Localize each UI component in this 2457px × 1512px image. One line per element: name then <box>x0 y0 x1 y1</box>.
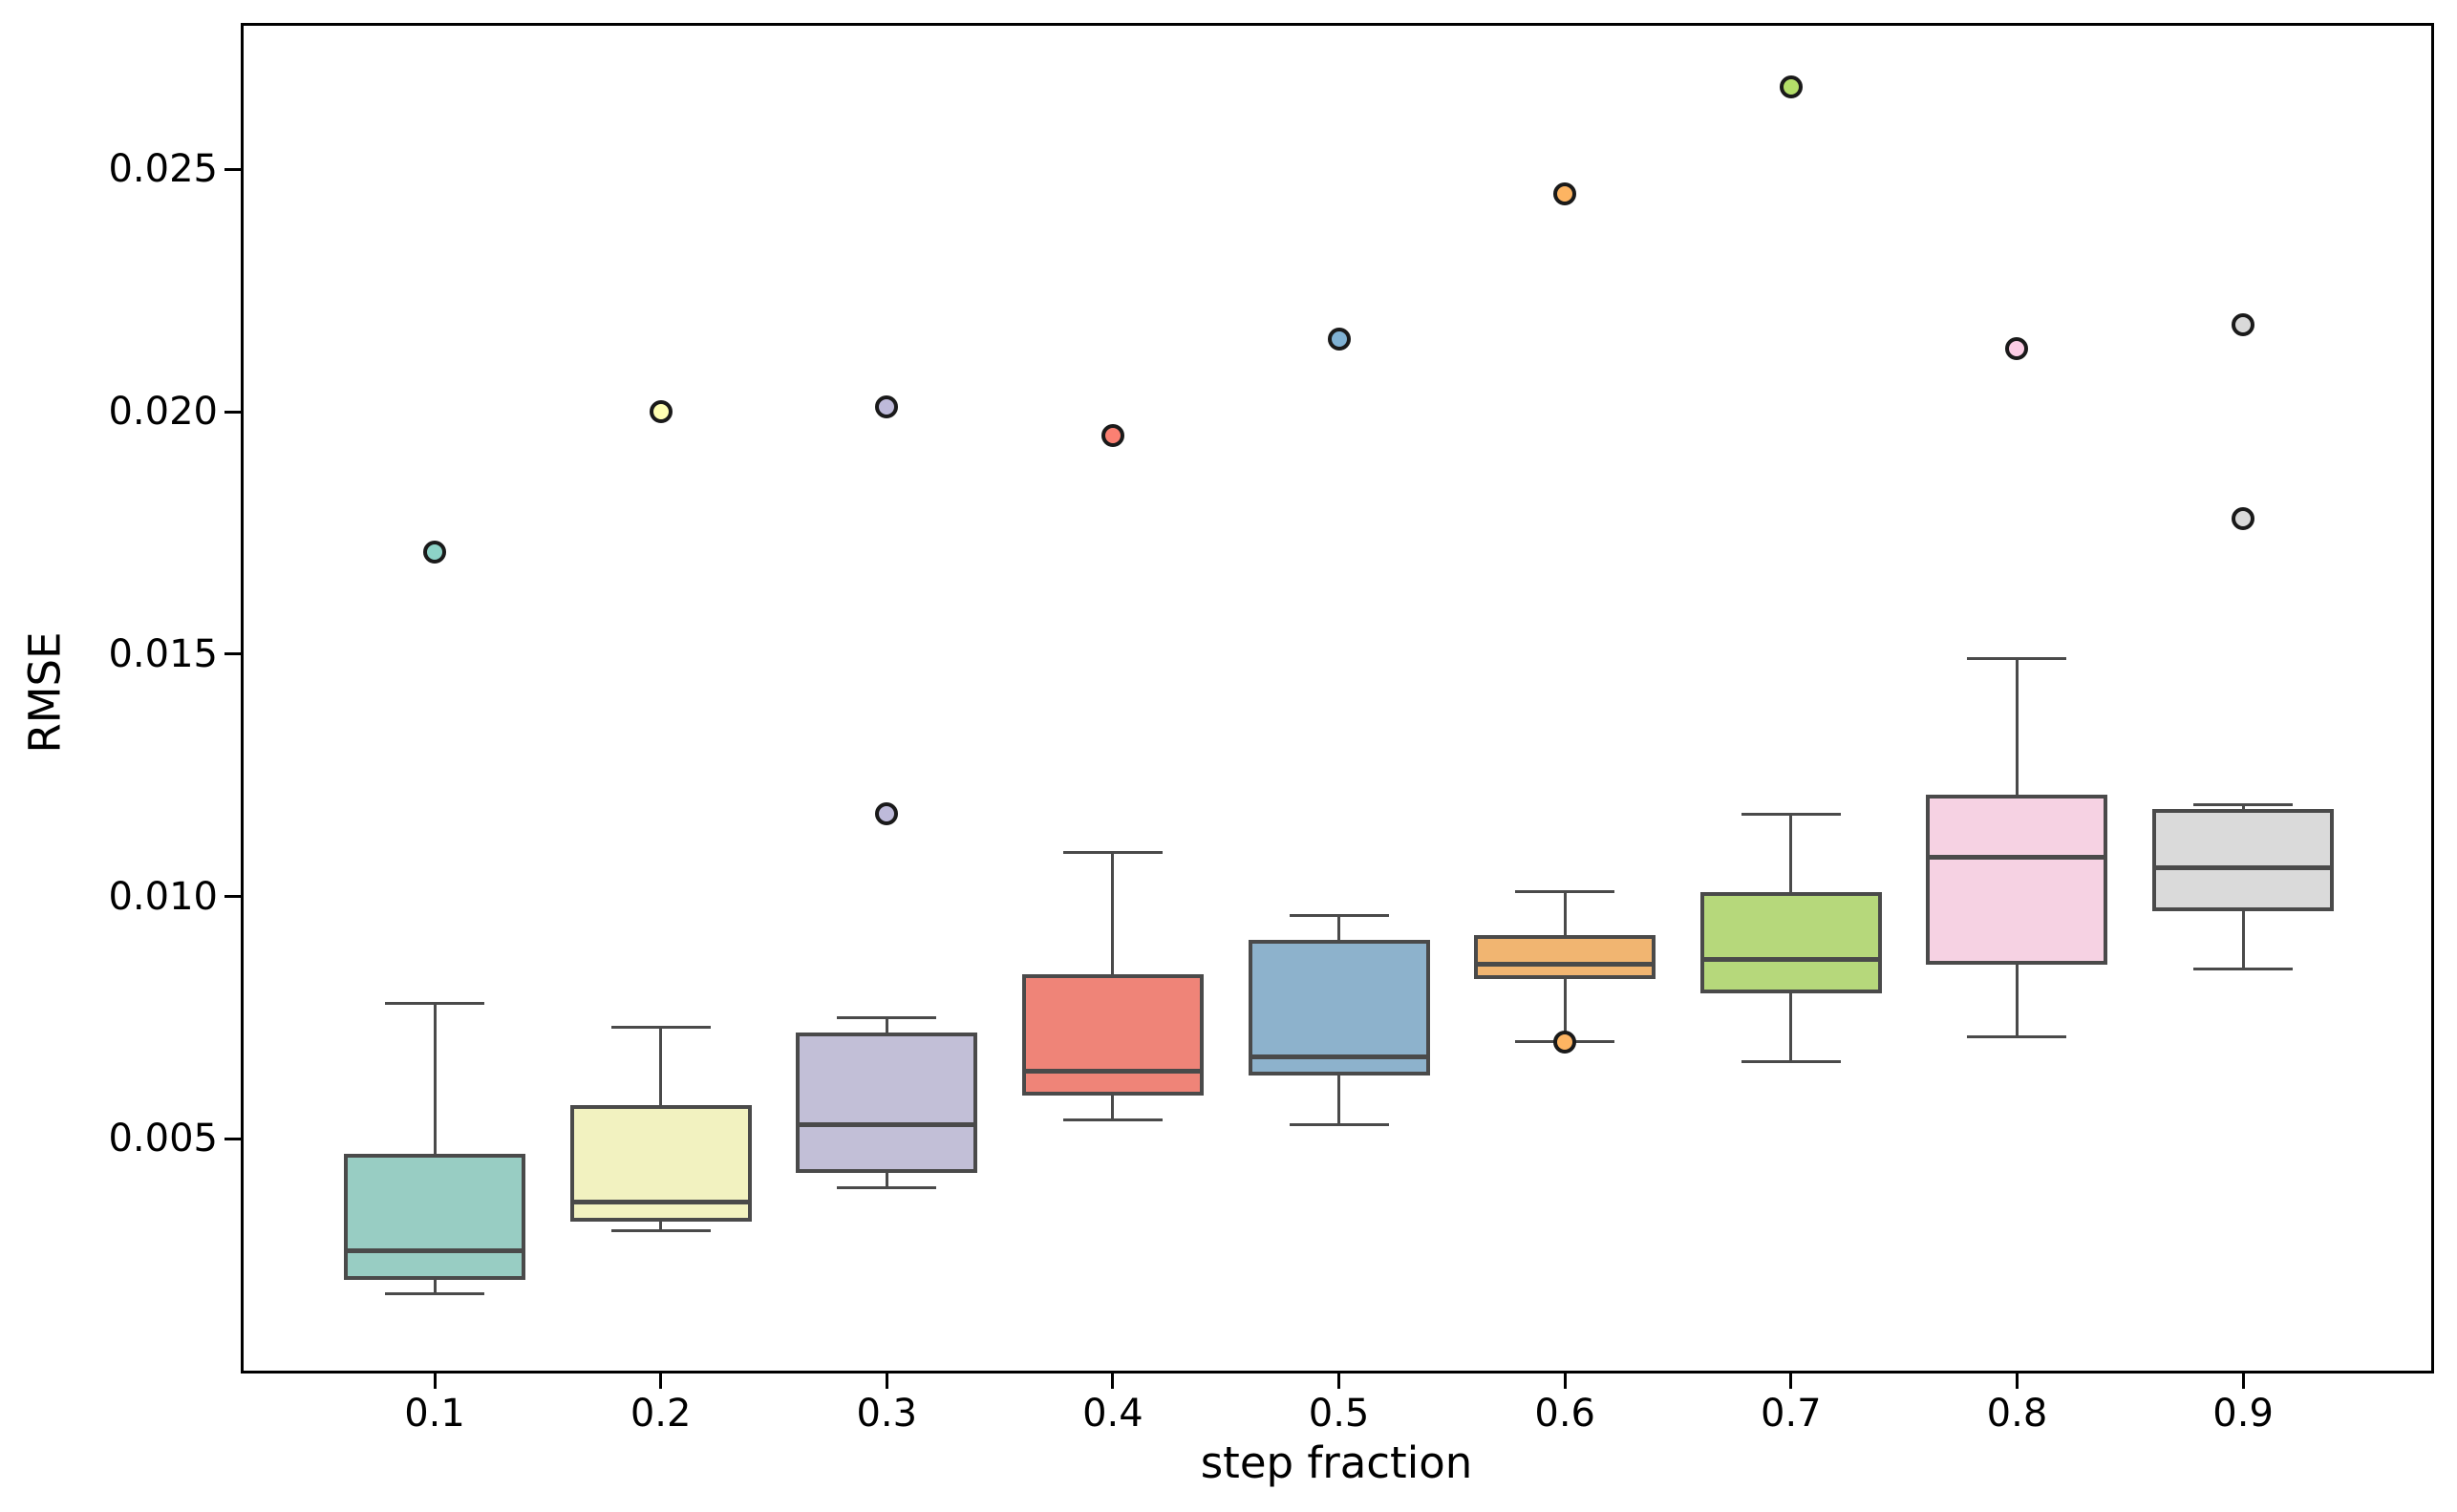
median-line-0.9 <box>2152 864 2335 870</box>
whisker-lower-0.3 <box>885 1172 888 1188</box>
x-tick-0.3 <box>885 1372 888 1389</box>
flier-point-0.3-0 <box>875 394 899 418</box>
whisker-upper-0.6 <box>1563 891 1567 936</box>
x-tick-0.9 <box>2241 1372 2245 1389</box>
x-tick-0.4 <box>1111 1372 1115 1389</box>
whisker-upper-0.3 <box>885 1017 888 1033</box>
whisker-cap-upper-0.2 <box>610 1026 711 1030</box>
flier-point-0.7-0 <box>1779 75 1803 98</box>
axes-frame <box>240 22 2434 1374</box>
whisker-cap-upper-0.8 <box>1967 657 2067 661</box>
whisker-cap-lower-0.1 <box>385 1292 484 1296</box>
box-0.6 <box>1474 935 1656 979</box>
whisker-lower-0.5 <box>1337 1075 1341 1125</box>
x-tick-0.5 <box>1337 1372 1341 1389</box>
whisker-cap-upper-0.6 <box>1515 890 1615 894</box>
x-tick-label-0.7: 0.7 <box>1761 1392 1822 1436</box>
flier-point-0.6-0 <box>1553 181 1577 205</box>
x-tick-label-0.1: 0.1 <box>404 1392 465 1436</box>
x-tick-0.2 <box>659 1372 663 1389</box>
flier-point-0.5-0 <box>1327 327 1351 351</box>
whisker-cap-lower-0.9 <box>2193 968 2294 971</box>
median-line-0.3 <box>796 1121 978 1127</box>
whisker-upper-0.2 <box>659 1027 663 1105</box>
x-axis-label: step fraction <box>1200 1437 1473 1488</box>
y-tick-0.015 <box>224 652 242 656</box>
median-line-0.8 <box>1926 855 2108 861</box>
y-tick-label-0.010: 0.010 <box>108 874 218 919</box>
flier-point-0.6-1 <box>1553 1030 1577 1054</box>
flier-point-0.1-0 <box>423 541 446 564</box>
y-tick-0.005 <box>224 1137 242 1140</box>
x-tick-label-0.8: 0.8 <box>1986 1392 2048 1436</box>
whisker-cap-lower-0.5 <box>1289 1122 1389 1126</box>
whisker-lower-0.6 <box>1563 978 1567 1042</box>
flier-point-0.9-1 <box>2232 506 2255 530</box>
x-tick-0.7 <box>1789 1372 1793 1389</box>
whisker-cap-upper-0.3 <box>837 1015 937 1019</box>
median-line-0.5 <box>1248 1054 1430 1059</box>
x-tick-label-0.2: 0.2 <box>630 1392 692 1436</box>
x-tick-label-0.4: 0.4 <box>1082 1392 1143 1436</box>
whisker-lower-0.4 <box>1111 1095 1115 1120</box>
y-tick-0.020 <box>224 410 242 414</box>
flier-point-0.4-0 <box>1100 424 1124 448</box>
whisker-upper-0.9 <box>2241 804 2245 810</box>
x-tick-label-0.6: 0.6 <box>1534 1392 1595 1436</box>
box-0.1 <box>344 1153 525 1280</box>
median-line-0.4 <box>1021 1068 1204 1074</box>
flier-point-0.8-0 <box>2005 337 2029 361</box>
x-tick-0.1 <box>433 1372 437 1389</box>
flier-point-0.3-1 <box>875 802 899 826</box>
y-tick-0.010 <box>224 895 242 899</box>
whisker-cap-upper-0.4 <box>1062 851 1163 855</box>
box-0.7 <box>1699 891 1882 994</box>
whisker-cap-lower-0.4 <box>1062 1118 1163 1121</box>
whisker-cap-lower-0.3 <box>837 1185 937 1189</box>
whisker-upper-0.7 <box>1789 814 1793 892</box>
x-tick-label-0.5: 0.5 <box>1308 1392 1370 1436</box>
box-0.9 <box>2152 809 2335 911</box>
x-tick-0.6 <box>1563 1372 1567 1389</box>
whisker-cap-lower-0.2 <box>610 1229 711 1233</box>
x-tick-label-0.3: 0.3 <box>856 1392 918 1436</box>
median-line-0.2 <box>569 1199 752 1204</box>
whisker-cap-lower-0.8 <box>1967 1035 2067 1039</box>
whisker-lower-0.8 <box>2015 964 2019 1037</box>
flier-point-0.9-0 <box>2232 312 2255 336</box>
y-tick-label-0.015: 0.015 <box>108 631 218 676</box>
x-tick-label-0.9: 0.9 <box>2212 1392 2274 1436</box>
whisker-upper-0.4 <box>1111 852 1115 974</box>
whisker-lower-0.1 <box>433 1279 437 1294</box>
median-line-0.6 <box>1474 962 1656 968</box>
flier-point-0.2-0 <box>649 400 673 424</box>
box-0.5 <box>1248 940 1430 1076</box>
box-0.3 <box>796 1032 978 1173</box>
whisker-lower-0.2 <box>659 1221 663 1231</box>
whisker-cap-lower-0.7 <box>1741 1059 1841 1063</box>
box-0.8 <box>1926 795 2108 965</box>
whisker-lower-0.7 <box>1789 993 1793 1062</box>
y-axis-label: RMSE <box>19 631 71 754</box>
y-tick-label-0.005: 0.005 <box>108 1117 218 1161</box>
whisker-upper-0.1 <box>433 1003 437 1154</box>
whisker-cap-upper-0.1 <box>385 1001 484 1005</box>
median-line-0.1 <box>344 1247 525 1253</box>
y-tick-label-0.020: 0.020 <box>108 390 218 435</box>
median-line-0.7 <box>1699 957 1882 963</box>
x-tick-0.8 <box>2015 1372 2019 1389</box>
whisker-upper-0.5 <box>1337 915 1341 941</box>
whisker-lower-0.9 <box>2241 910 2245 969</box>
whisker-cap-upper-0.7 <box>1741 812 1841 816</box>
y-tick-label-0.025: 0.025 <box>108 147 218 192</box>
box-0.4 <box>1021 973 1204 1096</box>
y-tick-0.025 <box>224 167 242 171</box>
whisker-upper-0.8 <box>2015 658 2019 795</box>
whisker-cap-upper-0.9 <box>2193 802 2294 806</box>
whisker-cap-upper-0.5 <box>1289 914 1389 918</box>
